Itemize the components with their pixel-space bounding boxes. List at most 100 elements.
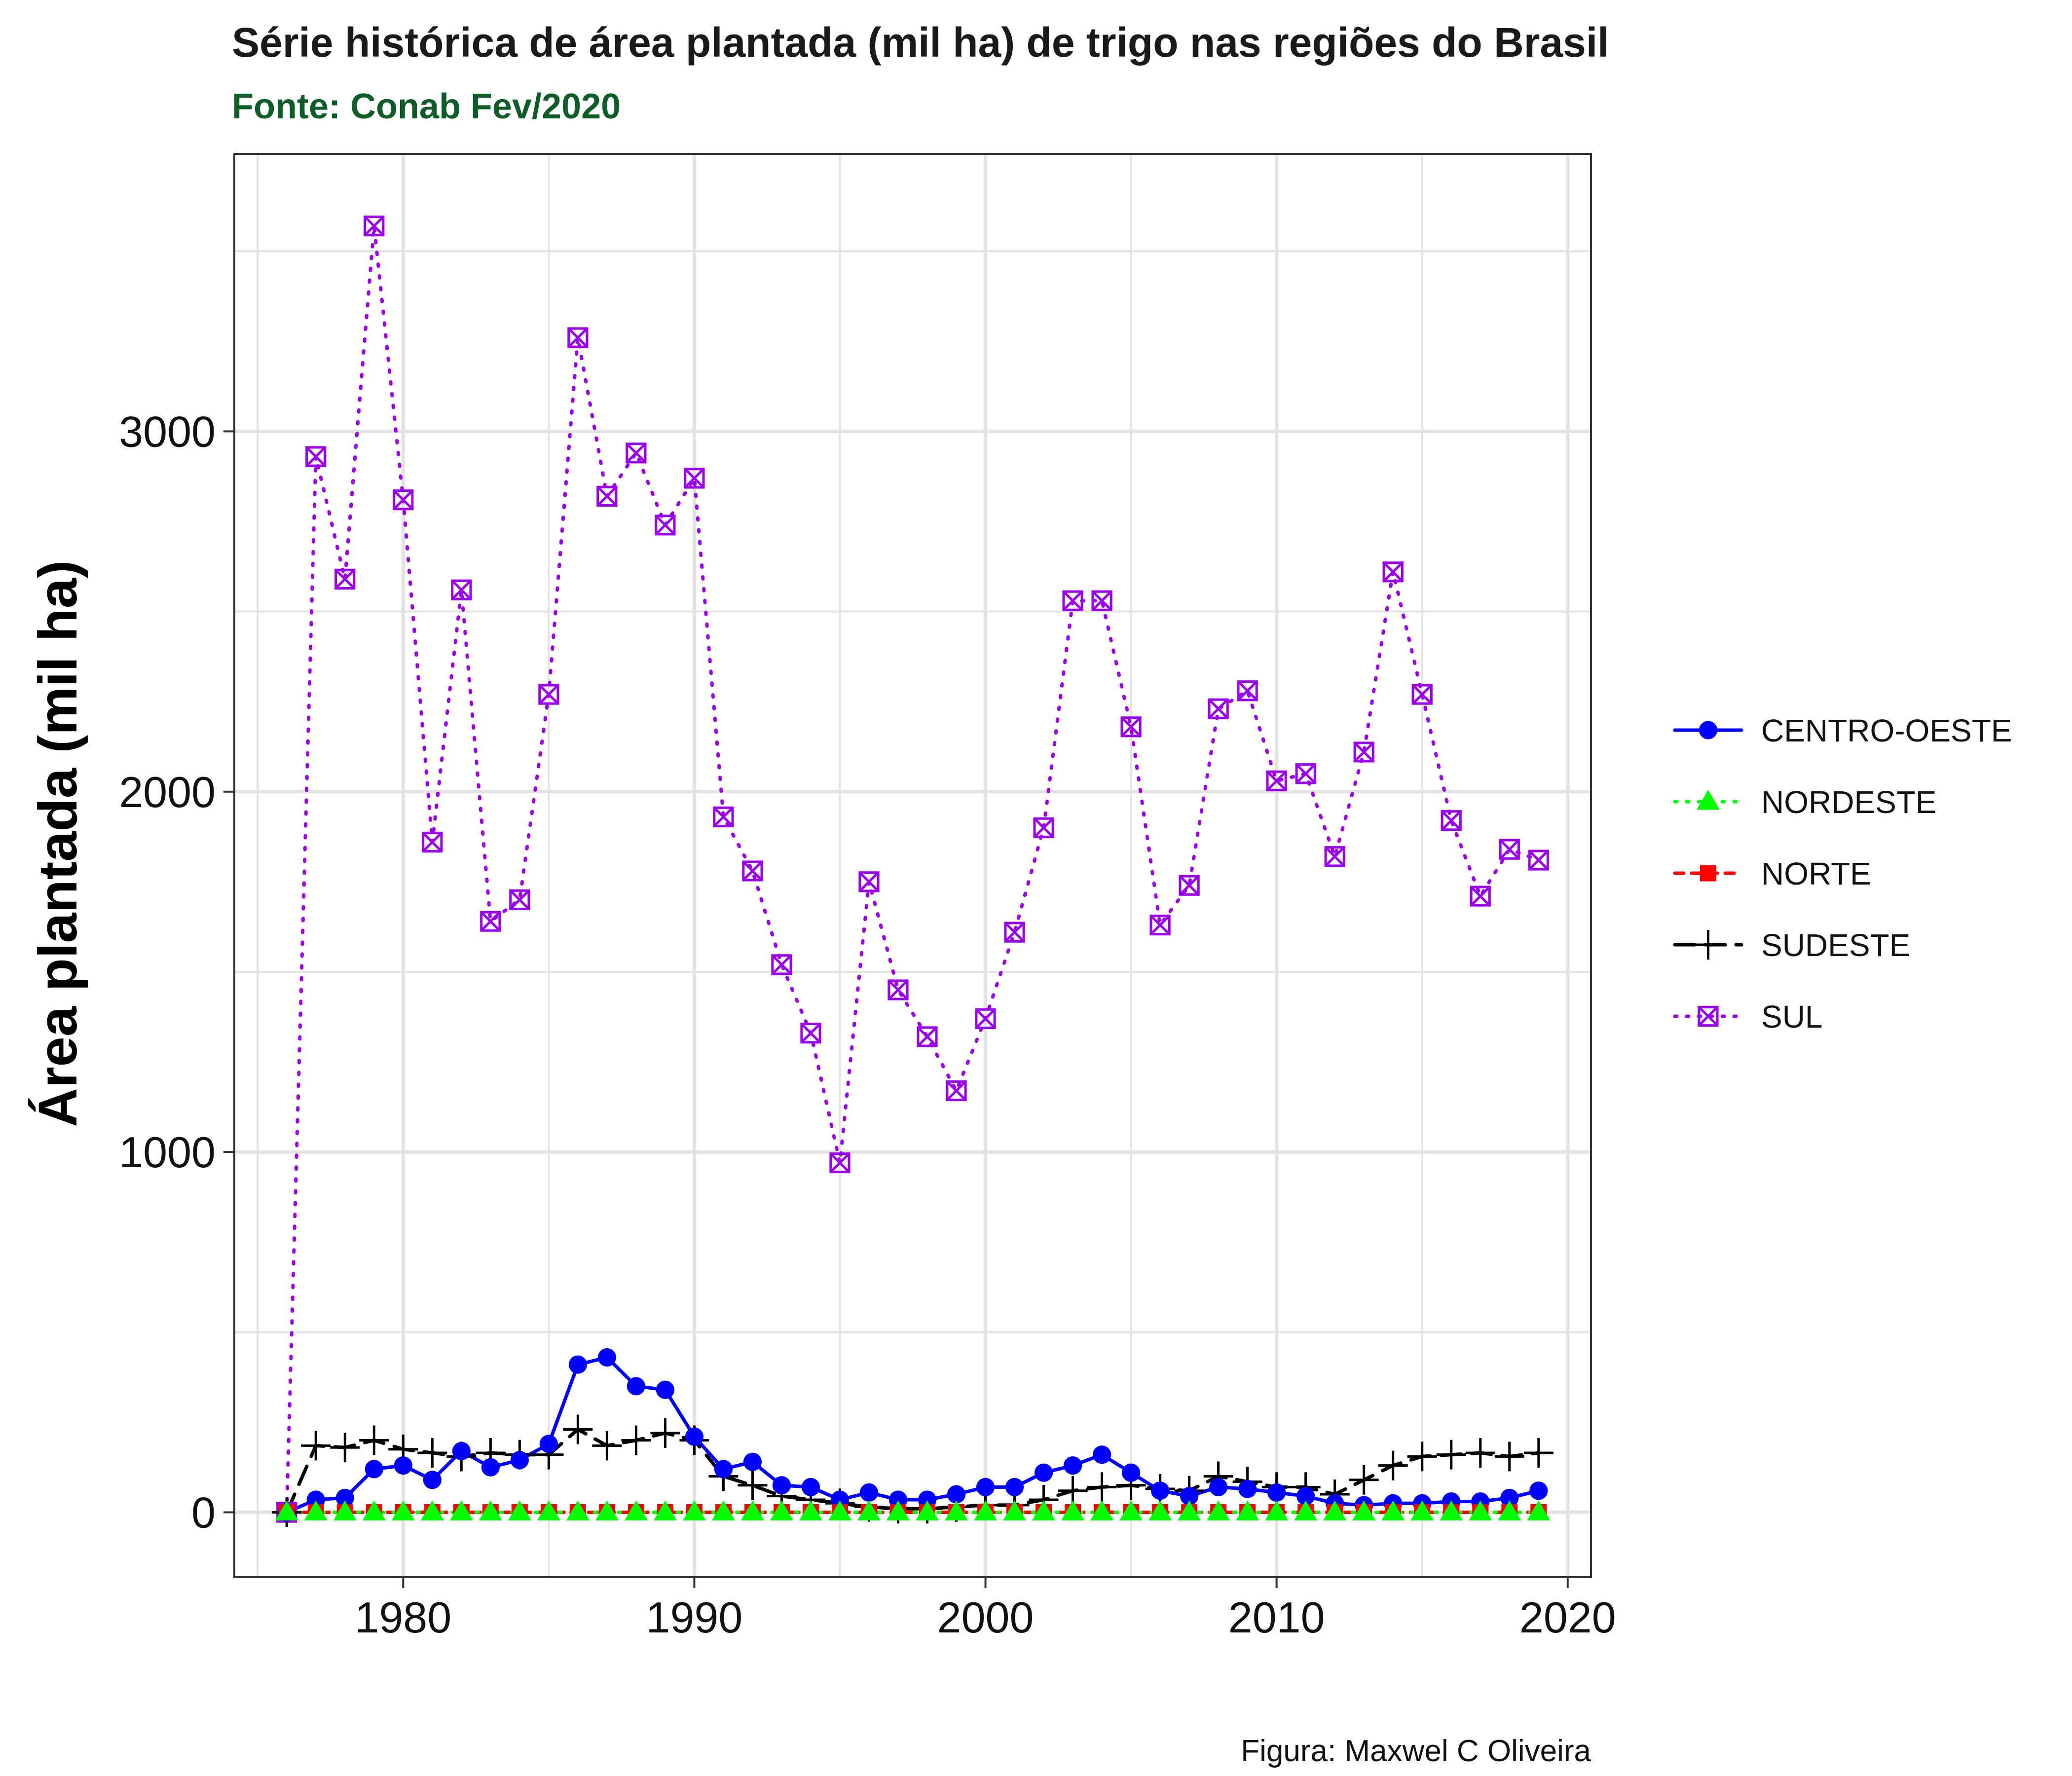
y-tick-label: 3000 xyxy=(119,407,216,456)
data-point-sul xyxy=(829,1152,851,1174)
data-point-sul xyxy=(1499,839,1520,860)
data-point-sudeste xyxy=(650,1418,680,1448)
legend-label-centro-oeste: CENTRO-OESTE xyxy=(1761,713,2012,748)
data-point-centro-oeste xyxy=(1092,1445,1111,1464)
data-point-nordeste xyxy=(1236,1500,1259,1521)
data-point-nordeste xyxy=(1207,1500,1230,1521)
data-point-sudeste xyxy=(1465,1438,1495,1468)
data-point-centro-oeste xyxy=(1063,1456,1082,1475)
data-point-centro-oeste xyxy=(1121,1463,1141,1482)
data-point-sul xyxy=(1091,590,1112,611)
data-point-sudeste xyxy=(330,1433,360,1463)
data-point-nordeste xyxy=(420,1500,444,1521)
data-point-sul xyxy=(1353,741,1374,763)
data-point-sul xyxy=(1179,875,1200,896)
data-point-centro-oeste xyxy=(539,1435,558,1453)
data-point-sul xyxy=(1528,850,1549,871)
data-point-nordeste xyxy=(1090,1500,1113,1521)
data-point-nordeste xyxy=(1119,1500,1143,1521)
data-point-sul xyxy=(1237,680,1258,702)
chart-subtitle: Fonte: Conab Fev/2020 xyxy=(232,87,621,126)
data-point-nordeste xyxy=(1148,1500,1172,1521)
plot-panel-border xyxy=(233,153,1592,1578)
data-point-nordeste xyxy=(624,1500,648,1521)
data-point-sul xyxy=(422,831,443,853)
data-point-sul xyxy=(713,806,734,827)
data-point-nordeste xyxy=(304,1500,328,1521)
legend-marker-sul xyxy=(1698,1005,1719,1027)
data-point-sul xyxy=(567,327,589,348)
data-point-sudeste xyxy=(1494,1442,1524,1472)
data-point-nordeste xyxy=(537,1500,560,1521)
data-point-sul xyxy=(393,489,414,511)
data-point-nordeste xyxy=(391,1500,415,1521)
data-point-sul xyxy=(1324,846,1345,867)
data-point-nordeste xyxy=(566,1500,590,1521)
y-tick-label: 1000 xyxy=(119,1128,216,1177)
data-point-sul xyxy=(1470,886,1491,907)
data-point-sul xyxy=(480,911,501,932)
legend-marker-nordeste xyxy=(1697,790,1720,810)
data-point-centro-oeste xyxy=(568,1355,587,1374)
data-point-centro-oeste xyxy=(1180,1487,1199,1506)
data-point-centro-oeste xyxy=(394,1456,412,1475)
data-point-nordeste xyxy=(1469,1500,1492,1521)
chart-title: Série histórica de área plantada (mil ha… xyxy=(232,19,1609,66)
data-point-sul xyxy=(596,485,618,507)
data-point-nordeste xyxy=(362,1500,386,1521)
data-point-nordeste xyxy=(1440,1500,1463,1521)
y-axis-label: Área plantada (mil ha) xyxy=(28,560,88,1127)
data-point-sudeste xyxy=(1087,1472,1117,1502)
y-tick-label: 0 xyxy=(191,1488,216,1537)
data-point-centro-oeste xyxy=(1209,1478,1228,1497)
x-tick-label: 2020 xyxy=(1519,1593,1616,1642)
data-point-centro-oeste xyxy=(714,1460,733,1479)
data-point-nordeste xyxy=(1003,1500,1026,1521)
data-point-centro-oeste xyxy=(1267,1483,1286,1502)
data-point-sul xyxy=(946,1080,967,1102)
data-point-nordeste xyxy=(683,1500,706,1521)
data-point-sudeste xyxy=(592,1431,622,1461)
data-point-sul xyxy=(888,979,909,1000)
legend: CENTRO-OESTE NORDESTE NORTE SUDESTE SUL xyxy=(1673,713,2012,1035)
data-point-centro-oeste xyxy=(685,1427,704,1446)
data-point-centro-oeste xyxy=(1238,1480,1257,1498)
legend-label-sudeste: SUDESTE xyxy=(1761,927,1910,963)
data-point-centro-oeste xyxy=(627,1377,645,1396)
data-point-centro-oeste xyxy=(423,1471,442,1489)
data-point-sul xyxy=(364,215,385,237)
data-point-sul xyxy=(771,954,792,975)
data-point-centro-oeste xyxy=(597,1348,616,1367)
data-point-nordeste xyxy=(595,1500,619,1521)
data-point-nordeste xyxy=(508,1500,531,1521)
data-point-centro-oeste xyxy=(976,1478,995,1497)
data-point-nordeste xyxy=(916,1500,939,1521)
x-tick-label: 2010 xyxy=(1228,1593,1325,1642)
legend-label-nordeste: NORDESTE xyxy=(1761,784,1937,820)
data-point-sul xyxy=(1004,922,1025,943)
data-point-centro-oeste xyxy=(859,1483,879,1502)
data-point-sul xyxy=(538,684,559,705)
data-point-nordeste xyxy=(1323,1500,1347,1521)
series-line-sul xyxy=(285,224,1541,1514)
data-point-sul xyxy=(975,1008,996,1030)
data-point-sul xyxy=(1411,684,1433,705)
data-point-nordeste xyxy=(1410,1500,1434,1521)
data-point-nordeste xyxy=(1498,1500,1521,1521)
data-point-nordeste xyxy=(479,1500,502,1521)
data-point-centro-oeste xyxy=(510,1451,529,1470)
data-point-sul xyxy=(1120,716,1142,738)
x-tick-label: 1990 xyxy=(646,1593,743,1642)
data-point-sul xyxy=(858,871,880,892)
legend-marker-norte xyxy=(1700,865,1716,882)
series-lines xyxy=(285,224,1541,1514)
data-point-nordeste xyxy=(770,1500,793,1521)
series-line-centro-oeste xyxy=(285,1356,1541,1514)
legend-marker-sudeste xyxy=(1693,930,1723,960)
data-point-sul xyxy=(509,889,530,910)
data-point-sudeste xyxy=(417,1438,447,1468)
legend-marker-centro-oeste xyxy=(1699,721,1718,740)
data-point-sul xyxy=(1266,770,1287,791)
data-point-centro-oeste xyxy=(801,1478,820,1497)
data-point-centro-oeste xyxy=(335,1488,354,1507)
